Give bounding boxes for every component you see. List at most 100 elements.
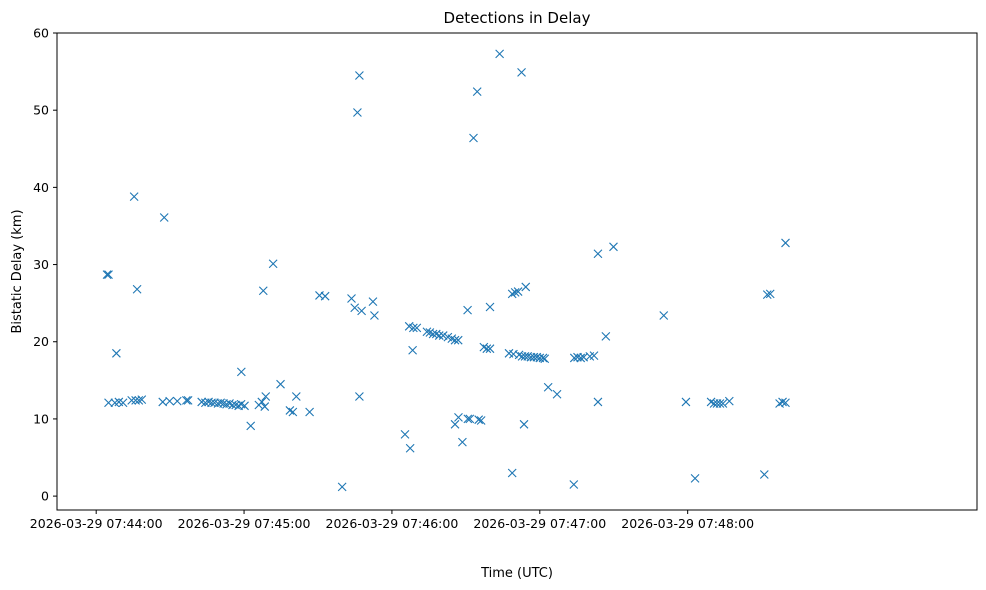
data-point bbox=[706, 397, 716, 407]
data-point bbox=[408, 345, 418, 355]
data-point bbox=[102, 270, 112, 279]
data-point bbox=[681, 397, 691, 407]
data-point bbox=[762, 290, 772, 300]
data-point bbox=[482, 344, 492, 354]
data-point bbox=[593, 249, 603, 259]
data-point bbox=[576, 353, 586, 363]
data-point bbox=[507, 289, 517, 299]
data-point bbox=[127, 396, 137, 405]
y-tick-label: 10 bbox=[33, 411, 49, 426]
data-point bbox=[129, 192, 139, 202]
data-point bbox=[431, 329, 441, 339]
data-point bbox=[112, 348, 121, 358]
y-tick-label: 20 bbox=[33, 334, 49, 349]
data-point bbox=[400, 429, 410, 439]
data-point bbox=[450, 335, 460, 345]
data-point bbox=[781, 398, 790, 408]
data-point bbox=[347, 294, 356, 303]
data-point bbox=[320, 291, 330, 301]
data-point bbox=[552, 389, 562, 399]
data-point bbox=[165, 396, 175, 406]
data-point bbox=[472, 87, 482, 97]
data-point bbox=[458, 437, 467, 447]
x-tick-label: 2026-03-29 07:48:00 bbox=[621, 516, 754, 531]
data-point bbox=[268, 259, 278, 269]
data-point bbox=[507, 468, 517, 478]
y-tick-label: 60 bbox=[33, 26, 49, 41]
data-point bbox=[517, 67, 526, 77]
data-point bbox=[521, 282, 531, 292]
data-point bbox=[172, 396, 182, 406]
data-point bbox=[724, 396, 734, 406]
chart-title: Detections in Delay bbox=[444, 9, 591, 27]
data-point bbox=[134, 396, 144, 405]
y-tick-label: 0 bbox=[41, 489, 49, 504]
data-point bbox=[368, 297, 378, 306]
data-point bbox=[601, 331, 611, 341]
data-point bbox=[291, 392, 301, 401]
data-point bbox=[258, 286, 268, 296]
data-point bbox=[350, 303, 360, 313]
data-point bbox=[476, 416, 486, 425]
data-point bbox=[197, 397, 207, 407]
data-point bbox=[659, 311, 669, 320]
data-point bbox=[759, 470, 769, 479]
data-point bbox=[159, 213, 169, 222]
data-point bbox=[514, 350, 524, 360]
data-point bbox=[485, 302, 495, 312]
data-point bbox=[355, 71, 364, 80]
data-point bbox=[485, 344, 495, 354]
data-point bbox=[609, 242, 618, 252]
data-point bbox=[715, 399, 725, 408]
x-axis-label: Time (UTC) bbox=[480, 566, 553, 581]
data-point bbox=[765, 289, 775, 299]
y-axis-ticks: 0 10 20 30 40 50 60 bbox=[33, 26, 57, 504]
y-tick-label: 40 bbox=[33, 180, 49, 195]
data-point bbox=[450, 419, 460, 429]
data-point bbox=[137, 395, 147, 405]
data-point bbox=[412, 323, 422, 333]
data-point bbox=[405, 443, 415, 453]
data-point bbox=[216, 398, 226, 408]
data-point bbox=[240, 401, 249, 411]
y-tick-label: 30 bbox=[33, 257, 49, 272]
data-point bbox=[781, 238, 790, 248]
data-point bbox=[540, 354, 550, 364]
data-point bbox=[422, 327, 432, 337]
data-point bbox=[118, 398, 128, 408]
data-point bbox=[593, 397, 603, 407]
data-point bbox=[519, 419, 529, 429]
data-point bbox=[718, 399, 728, 408]
data-point bbox=[355, 392, 364, 401]
data-point bbox=[305, 407, 315, 417]
data-point bbox=[132, 284, 142, 294]
data-point bbox=[543, 382, 553, 392]
data-point bbox=[357, 306, 367, 316]
data-point bbox=[104, 398, 113, 408]
data-point bbox=[453, 335, 463, 345]
data-point bbox=[210, 398, 219, 408]
x-tick-label: 2026-03-29 07:47:00 bbox=[473, 516, 606, 531]
data-point bbox=[465, 414, 475, 424]
data-point bbox=[569, 353, 579, 363]
x-axis-ticks: 2026-03-29 07:44:00 2026-03-29 07:45:00 20… bbox=[30, 510, 754, 531]
y-tick-label: 50 bbox=[33, 103, 49, 118]
data-point bbox=[474, 415, 484, 425]
data-point bbox=[469, 133, 478, 143]
data-point bbox=[353, 108, 362, 117]
data-point bbox=[569, 480, 579, 489]
data-point bbox=[454, 412, 463, 422]
data-point bbox=[200, 398, 210, 408]
data-point bbox=[261, 392, 271, 401]
data-point bbox=[276, 379, 285, 389]
data-point bbox=[589, 351, 599, 361]
data-point bbox=[408, 323, 418, 333]
data-point bbox=[573, 352, 582, 362]
data-point bbox=[778, 397, 787, 407]
data-point bbox=[690, 473, 700, 483]
data-point bbox=[246, 421, 256, 431]
x-tick-label: 2026-03-29 07:46:00 bbox=[326, 516, 459, 531]
data-point bbox=[181, 396, 191, 405]
